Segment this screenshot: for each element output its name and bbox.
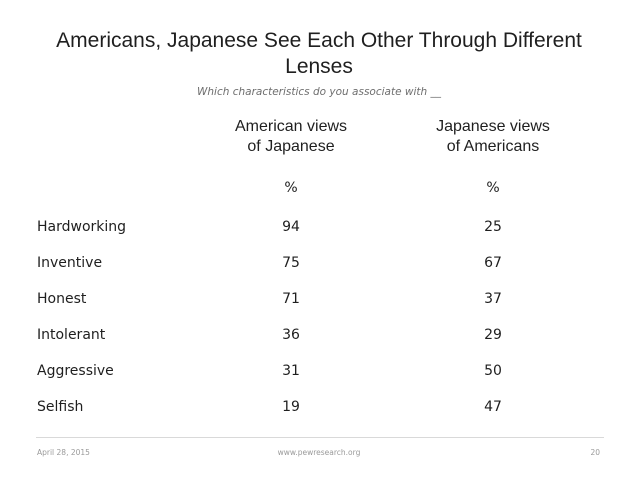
footer-website: www.pewresearch.org bbox=[277, 448, 361, 457]
table-row: Hardworking 94 25 bbox=[0, 216, 638, 246]
chart-title: Americans, Japanese See Each Other Throu… bbox=[56, 29, 582, 78]
value-american-views: 94 bbox=[282, 219, 300, 235]
value-japanese-views: 50 bbox=[484, 363, 502, 379]
row-label: Intolerant bbox=[37, 327, 106, 343]
unit-label-japanese: % bbox=[486, 180, 500, 196]
value-japanese-views: 25 bbox=[484, 219, 502, 235]
column-header-american-line1: American views bbox=[234, 118, 348, 135]
table-row: Intolerant 36 29 bbox=[0, 324, 638, 354]
row-label: Selfish bbox=[37, 399, 84, 415]
column-header-japanese: Japanese views of Americans bbox=[408, 117, 578, 157]
value-japanese-views: 37 bbox=[484, 291, 502, 307]
value-japanese-views: 47 bbox=[484, 399, 502, 415]
table-row: Selfish 19 47 bbox=[0, 396, 638, 426]
footer-page-number: 20 bbox=[590, 448, 600, 457]
table-row: Inventive 75 67 bbox=[0, 252, 638, 282]
value-japanese-views: 67 bbox=[484, 255, 502, 271]
table-row: Honest 71 37 bbox=[0, 288, 638, 318]
column-header-american: American views of Japanese bbox=[206, 117, 376, 157]
row-label: Hardworking bbox=[37, 219, 127, 235]
value-american-views: 75 bbox=[282, 255, 300, 271]
value-american-views: 36 bbox=[282, 327, 300, 343]
row-label: Honest bbox=[37, 291, 87, 307]
column-header-american-line2: of Japanese bbox=[247, 138, 335, 155]
row-label: Aggressive bbox=[37, 363, 114, 379]
value-american-views: 71 bbox=[282, 291, 300, 307]
table-row: Aggressive 31 50 bbox=[0, 360, 638, 390]
value-american-views: 19 bbox=[282, 399, 300, 415]
value-japanese-views: 29 bbox=[484, 327, 502, 343]
footer-date: April 28, 2015 bbox=[37, 448, 90, 457]
row-label: Inventive bbox=[37, 255, 103, 271]
unit-label-american: % bbox=[284, 180, 298, 196]
chart-subtitle: Which characteristics do you associate w… bbox=[196, 86, 441, 98]
value-american-views: 31 bbox=[282, 363, 300, 379]
column-header-japanese-line2: of Americans bbox=[446, 138, 540, 155]
column-header-japanese-line1: Japanese views bbox=[436, 118, 550, 135]
footer-divider bbox=[36, 437, 604, 438]
